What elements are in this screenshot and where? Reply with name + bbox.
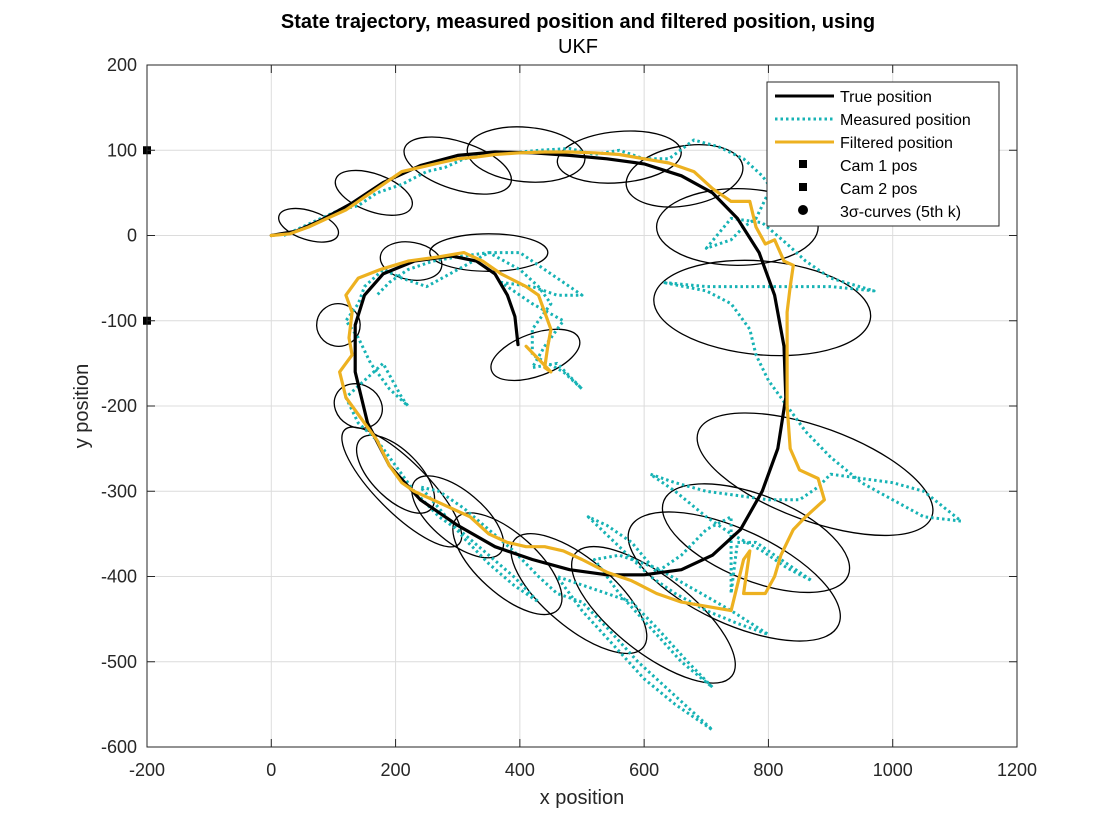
legend-label-sigma-curves: 3σ-curves (5th k): [840, 204, 961, 221]
sigma-ellipse: [341, 426, 463, 548]
y-tick-label: 100: [107, 140, 137, 160]
x-tick-label: 1000: [873, 760, 913, 780]
y-tick-label: -300: [101, 481, 137, 501]
x-tick-label: 0: [266, 760, 276, 780]
y-tick-label: 200: [107, 55, 137, 75]
legend-entry-sigma-curves: 3σ-curves (5th k): [798, 204, 961, 221]
sigma-ellipse: [403, 136, 513, 195]
y-tick-label: -200: [101, 396, 137, 416]
sigma-ellipse: [490, 328, 581, 382]
sigma-ellipse: [333, 383, 383, 429]
legend-label-measured-position: Measured position: [840, 112, 971, 129]
chart-subtitle: UKF: [558, 36, 598, 58]
x-tick-label: 800: [753, 760, 783, 780]
sigma-ellipse: [625, 144, 744, 208]
legend: True position Measured position Filtered…: [766, 81, 1000, 227]
legend-swatch-cam-1-pos: [799, 160, 807, 168]
x-tick-label: 400: [505, 760, 535, 780]
series-measured-position: [283, 138, 963, 732]
legend-swatch-cam-2-pos: [799, 183, 807, 191]
legend-entry-measured-position: Measured position: [775, 112, 971, 129]
sigma-ellipse: [570, 545, 736, 684]
sigma-ellipse: [653, 259, 872, 357]
sigma-ellipse: [379, 241, 443, 281]
y-tick-label: -500: [101, 652, 137, 672]
legend-swatch-sigma-curves: [798, 205, 808, 215]
legend-label-cam-2-pos: Cam 2 pos: [840, 181, 917, 198]
sigma-ellipse: [334, 169, 413, 216]
series-filtered-position: [269, 150, 827, 613]
legend-entry-filtered-position: Filtered position: [775, 135, 953, 152]
legend-entry-true-position: True position: [775, 89, 932, 106]
legend-entry-cam-1-pos: Cam 1 pos: [799, 158, 917, 175]
x-tick-label: 1200: [997, 760, 1037, 780]
legend-label-cam-1-pos: Cam 1 pos: [840, 158, 917, 175]
sigma-ellipse: [278, 207, 340, 243]
legend-entry-cam-2-pos: Cam 2 pos: [799, 181, 917, 198]
y-tick-label: -600: [101, 737, 137, 757]
chart-title: State trajectory, measured position and …: [281, 11, 875, 33]
y-tick-label: -400: [101, 567, 137, 587]
axis-ticks: -200 0 200 400 600 800 1000 1200-600-500-400-30…: [101, 55, 1037, 780]
x-tick-label: 600: [629, 760, 659, 780]
sigma-ellipse: [316, 303, 361, 347]
sigma-ellipse: [411, 475, 505, 559]
series-lines: [269, 138, 963, 732]
y-axis-label: y position: [71, 364, 93, 449]
sigma-ellipse: [556, 130, 682, 184]
legend-label-true-position: True position: [840, 89, 932, 106]
sigma-ellipse: [655, 187, 819, 266]
x-tick-label: 200: [381, 760, 411, 780]
series-true-position: [269, 150, 788, 577]
legend-box: [766, 81, 1000, 227]
sigma-ellipse: [627, 511, 841, 642]
sigma-ellipses: [278, 126, 934, 684]
legend-label-filtered-position: Filtered position: [840, 135, 953, 152]
y-tick-label: 0: [127, 226, 137, 246]
y-tick-label: -100: [101, 311, 137, 331]
x-tick-label: -200: [129, 760, 165, 780]
x-axis-label: x position: [540, 787, 625, 809]
sigma-ellipse: [355, 434, 436, 514]
sigma-ellipse: [466, 126, 586, 183]
